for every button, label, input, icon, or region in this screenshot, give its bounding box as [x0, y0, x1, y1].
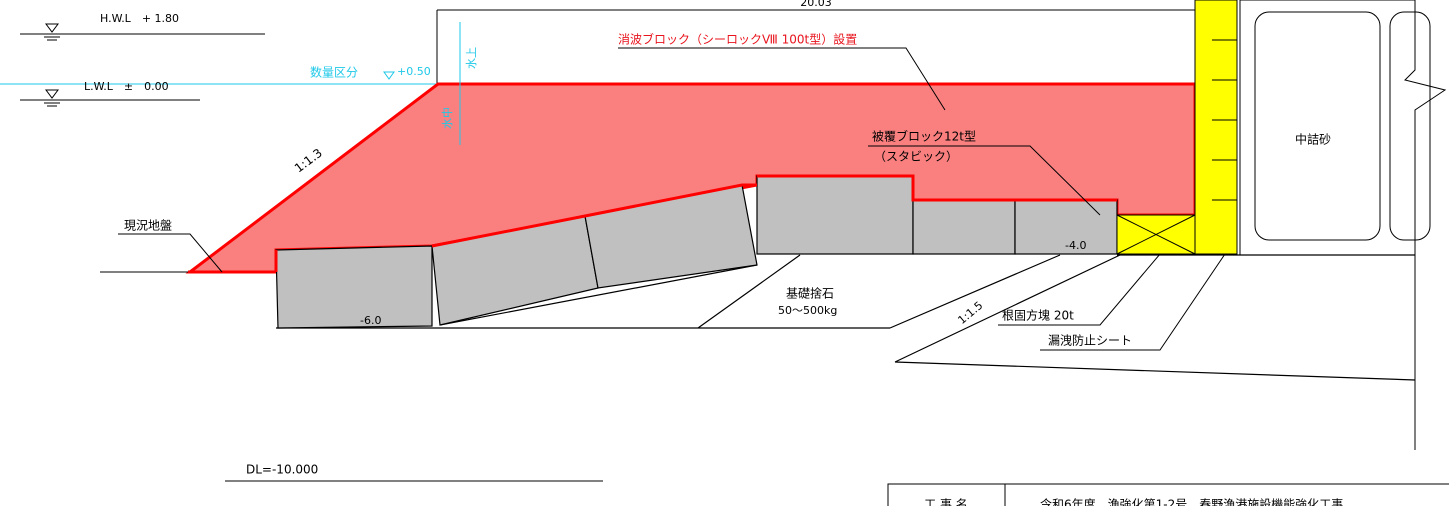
lwl-label: L.W.L ± 0.00	[84, 80, 169, 93]
below-water: 水中	[441, 107, 454, 129]
toe-label: 根固方塊 20t	[1002, 308, 1074, 323]
armor-block	[756, 175, 914, 255]
caisson	[1239, 0, 1416, 256]
quantity-level: +0.50	[397, 65, 431, 78]
leader	[118, 233, 223, 273]
sheet-label: 漏洩防止シート	[1048, 333, 1132, 348]
armor-product: （スタビック）	[874, 150, 958, 164]
armor-label: 被覆ブロック12t型	[872, 129, 976, 144]
dimension-label: 20.03	[800, 0, 832, 9]
armor-block	[275, 245, 433, 329]
leader	[998, 253, 1161, 326]
slope-upper: 1:1.3	[292, 146, 325, 176]
leader	[868, 145, 1101, 216]
ground-label: 現況地盤	[124, 218, 172, 233]
wave-block-label: 消波ブロック（シーロックⅧ 100t型）設置	[618, 32, 857, 47]
wall	[1194, 0, 1238, 255]
quantity-label: 数量区分	[310, 65, 358, 80]
mound-outline	[276, 254, 1416, 381]
leader	[618, 47, 946, 111]
hwl-symbol	[44, 23, 60, 41]
red-edge	[431, 174, 1117, 248]
wall-ticks	[1212, 39, 1237, 201]
foundation-size: 50～500kg	[778, 304, 837, 317]
toe-cross	[1116, 214, 1196, 255]
title-label: 工 事 名	[924, 497, 968, 506]
fill-sand: 中詰砂	[1295, 132, 1331, 147]
foundation-name: 基礎捨石	[786, 286, 834, 301]
title-value: 令和6年度 漁強化第1-2号 春野漁港施設機能強化工事	[1040, 497, 1343, 506]
dl-label: DL=-10.000	[246, 463, 318, 477]
armor-blocks	[275, 175, 1118, 329]
slope-lower: 1:1.5	[955, 299, 985, 327]
leader	[1040, 253, 1226, 351]
depth-a: -4.0	[1065, 239, 1086, 252]
depth-b: -6.0	[360, 314, 381, 327]
quantity-symbol	[383, 71, 395, 80]
lwl-symbol	[44, 89, 60, 107]
break-line	[1404, 0, 1447, 450]
above-water: 水上	[465, 47, 478, 69]
title-block	[887, 483, 1449, 506]
hwl-label: H.W.L + 1.80	[100, 12, 179, 25]
caisson-cell	[1389, 11, 1431, 241]
armor-block	[912, 199, 1016, 255]
armor-block	[1014, 199, 1118, 255]
caisson-cell	[1254, 11, 1381, 241]
